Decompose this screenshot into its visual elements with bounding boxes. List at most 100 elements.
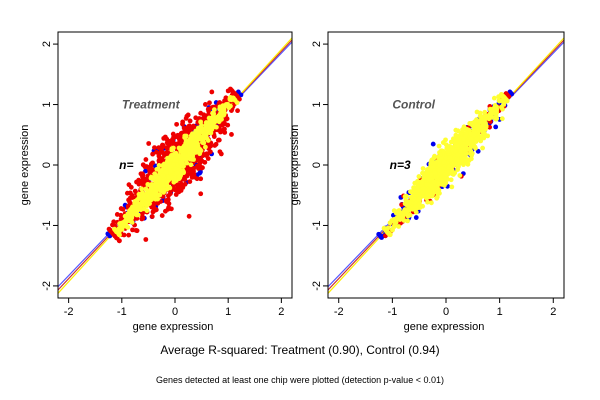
data-point bbox=[414, 191, 420, 197]
data-point bbox=[204, 120, 210, 126]
data-point bbox=[165, 159, 171, 165]
data-point bbox=[405, 218, 410, 224]
scatter-points bbox=[105, 86, 244, 244]
data-point bbox=[433, 160, 438, 165]
data-point bbox=[204, 153, 209, 158]
data-point bbox=[145, 192, 150, 198]
y-tick-label: 1 bbox=[41, 101, 53, 107]
y-tick-label: -1 bbox=[41, 221, 53, 231]
data-point bbox=[114, 229, 120, 235]
data-point bbox=[129, 193, 135, 198]
data-point bbox=[182, 129, 187, 135]
data-point bbox=[186, 213, 192, 219]
data-point bbox=[416, 174, 422, 179]
data-point bbox=[144, 164, 149, 169]
data-point bbox=[145, 181, 151, 187]
data-point bbox=[234, 100, 240, 106]
data-point bbox=[430, 141, 436, 147]
data-point bbox=[454, 162, 460, 168]
data-point bbox=[450, 136, 456, 142]
x-tick-label: 1 bbox=[497, 306, 503, 318]
data-point bbox=[499, 116, 505, 122]
data-point bbox=[148, 184, 154, 190]
data-point bbox=[503, 97, 509, 103]
data-point bbox=[122, 213, 128, 219]
data-point bbox=[171, 161, 176, 167]
data-point bbox=[133, 227, 139, 233]
data-point bbox=[187, 179, 193, 185]
y-tick-label: -2 bbox=[41, 281, 53, 291]
data-point bbox=[443, 155, 449, 161]
data-point bbox=[231, 96, 237, 102]
data-point bbox=[214, 124, 219, 130]
data-point bbox=[396, 224, 402, 229]
y-tick-label: 0 bbox=[311, 162, 323, 168]
data-point bbox=[166, 193, 171, 199]
data-point bbox=[147, 188, 153, 194]
data-point bbox=[202, 102, 208, 107]
data-point bbox=[182, 177, 188, 183]
data-point bbox=[171, 134, 177, 140]
data-point bbox=[205, 138, 211, 143]
data-point bbox=[451, 172, 456, 177]
x-tick-label: 0 bbox=[172, 306, 178, 318]
data-point bbox=[222, 130, 228, 135]
data-point bbox=[488, 107, 494, 112]
data-point bbox=[183, 133, 189, 139]
data-point bbox=[175, 182, 180, 188]
data-point bbox=[215, 115, 221, 121]
data-point bbox=[469, 122, 475, 127]
data-point bbox=[465, 139, 470, 145]
x-axis-label: gene expression bbox=[133, 321, 214, 333]
data-point bbox=[480, 129, 486, 134]
data-point bbox=[144, 208, 150, 214]
data-point bbox=[130, 227, 135, 233]
data-point bbox=[229, 87, 234, 93]
y-tick-label: 1 bbox=[311, 101, 323, 107]
data-point bbox=[156, 158, 162, 164]
x-tick-label: -2 bbox=[334, 306, 344, 318]
data-point bbox=[477, 113, 483, 119]
y-tick-label: -2 bbox=[311, 281, 323, 291]
data-point bbox=[177, 135, 183, 141]
data-point bbox=[207, 125, 213, 131]
data-point bbox=[395, 215, 400, 221]
y-axis-label: gene expression bbox=[289, 125, 301, 206]
data-point bbox=[443, 180, 449, 186]
data-point bbox=[196, 136, 201, 142]
data-point bbox=[480, 145, 486, 151]
data-point bbox=[211, 111, 217, 117]
data-point bbox=[460, 128, 466, 134]
data-point bbox=[225, 122, 231, 128]
data-point bbox=[187, 118, 193, 124]
data-point bbox=[198, 191, 204, 197]
data-point bbox=[201, 140, 207, 146]
data-point bbox=[126, 182, 132, 188]
data-point bbox=[144, 203, 150, 209]
data-point bbox=[126, 232, 132, 238]
data-point bbox=[415, 184, 420, 190]
data-point bbox=[197, 170, 203, 176]
data-point bbox=[491, 95, 497, 101]
data-point bbox=[154, 166, 160, 172]
data-point bbox=[143, 157, 149, 162]
data-point bbox=[192, 174, 197, 180]
data-point bbox=[164, 179, 170, 185]
scatter-points bbox=[376, 89, 515, 240]
data-point bbox=[435, 183, 440, 189]
x-tick-label: -1 bbox=[117, 306, 127, 318]
y-tick-label: 2 bbox=[41, 41, 53, 47]
data-point bbox=[164, 150, 170, 156]
data-point bbox=[439, 178, 445, 184]
data-point bbox=[203, 144, 208, 150]
data-point bbox=[401, 218, 407, 223]
data-point bbox=[140, 199, 145, 205]
data-point bbox=[455, 128, 461, 134]
data-point bbox=[446, 164, 451, 170]
data-point bbox=[180, 152, 186, 157]
data-point bbox=[158, 146, 164, 152]
data-point bbox=[478, 119, 484, 125]
data-point bbox=[472, 144, 478, 150]
data-point bbox=[215, 137, 221, 143]
data-point bbox=[193, 128, 199, 134]
